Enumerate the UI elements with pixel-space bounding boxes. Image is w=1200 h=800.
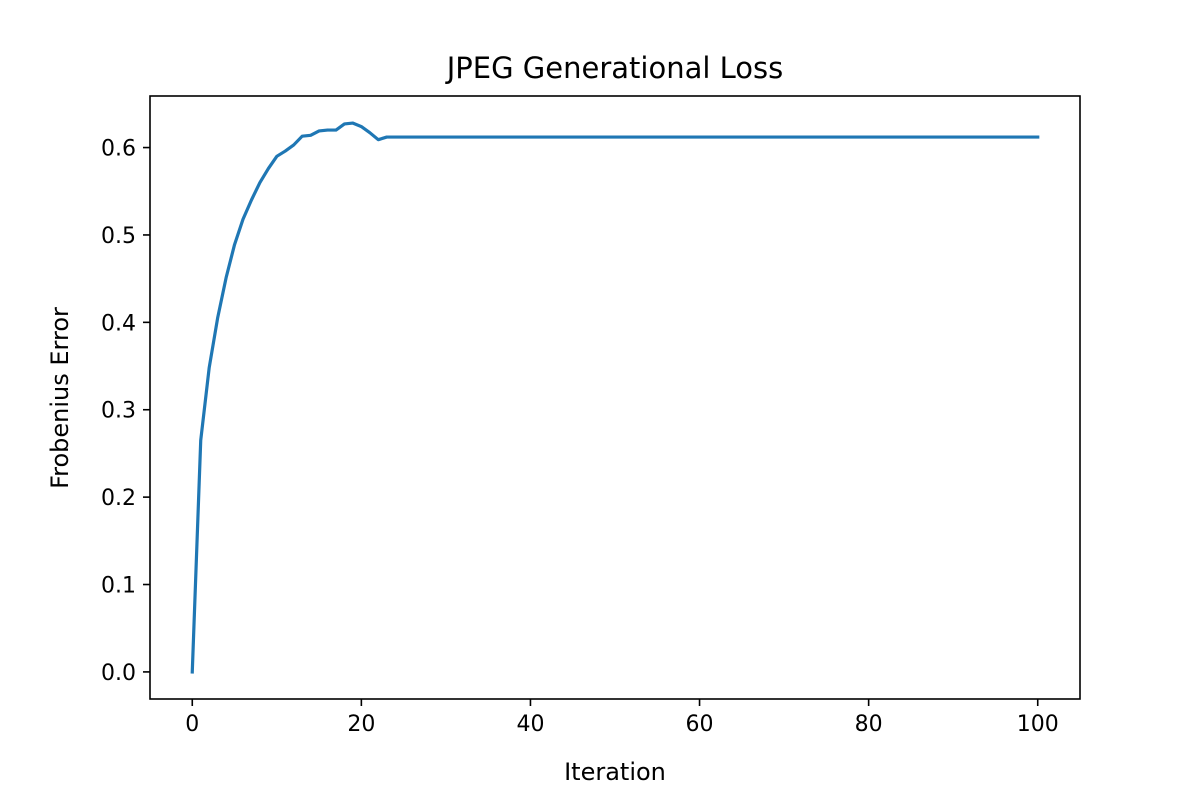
x-axis-ticks: 0 20 40 60 80 100 bbox=[185, 699, 1059, 737]
series-line bbox=[190, 121, 1040, 674]
y-axis-label: Frobenius Error bbox=[46, 307, 74, 489]
y-tick-label: 0.0 bbox=[101, 661, 136, 686]
plot-frame bbox=[149, 95, 1081, 700]
x-tick-label: 80 bbox=[855, 712, 883, 737]
chart-title: JPEG Generational Loss bbox=[445, 51, 784, 85]
x-tick-label: 0 bbox=[185, 712, 199, 737]
y-tick-label: 0.1 bbox=[101, 574, 136, 599]
y-tick-label: 0.3 bbox=[101, 399, 136, 424]
x-tick-label: 40 bbox=[516, 712, 544, 737]
y-tick-label: 0.6 bbox=[101, 137, 136, 162]
y-axis-ticks: 0.0 0.1 0.2 0.3 0.4 0.5 0.6 bbox=[101, 137, 150, 686]
plot-area bbox=[190, 121, 1040, 674]
x-tick-label: 100 bbox=[1017, 712, 1059, 737]
x-tick-label: 60 bbox=[686, 712, 714, 737]
y-tick-label: 0.5 bbox=[101, 224, 136, 249]
y-tick-label: 0.4 bbox=[101, 311, 136, 336]
x-axis-label: Iteration bbox=[564, 758, 666, 786]
y-tick-label: 0.2 bbox=[101, 486, 136, 511]
x-tick-label: 20 bbox=[347, 712, 375, 737]
